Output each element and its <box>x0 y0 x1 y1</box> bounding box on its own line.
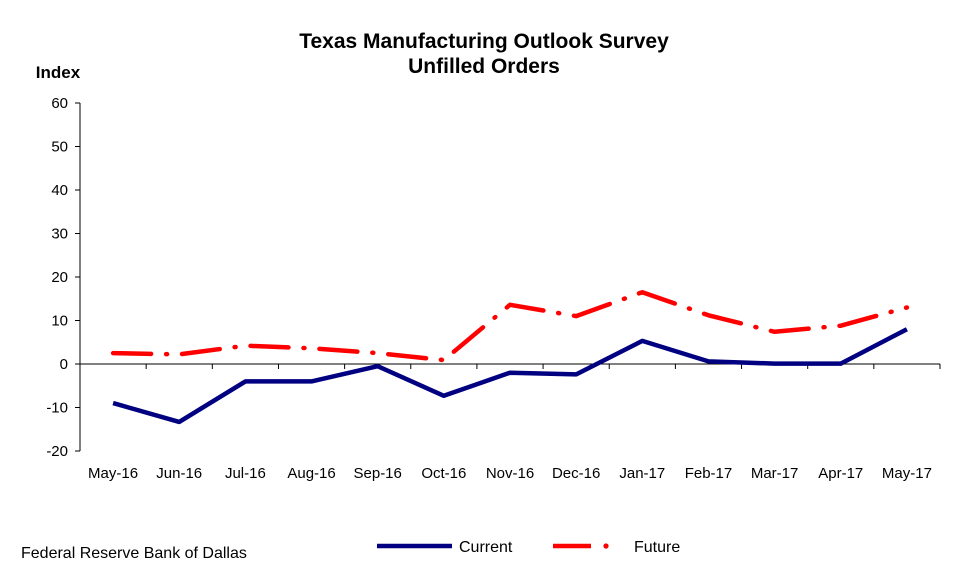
legend-swatch-future-dot <box>603 543 609 549</box>
x-tick-label: Sep-16 <box>354 465 402 482</box>
x-tick-label: Aug-16 <box>287 465 335 482</box>
x-tick-label: Oct-16 <box>421 465 466 482</box>
series-layer <box>110 289 910 425</box>
x-axis-ticks: May-16 Jun-16 Jul-16 Aug-16 Sep-16 Oct-16 Nov-… <box>79 364 941 482</box>
y-tick-label: 30 <box>51 226 68 243</box>
legend-swatch-future <box>553 543 609 549</box>
x-tick-label: Jun-16 <box>156 465 202 482</box>
x-tick-label: Dec-16 <box>552 465 600 482</box>
source-note: Federal Reserve Bank of Dallas <box>21 545 247 562</box>
x-tick-label: Nov-16 <box>486 465 534 482</box>
y-tick-label: 20 <box>51 269 68 286</box>
x-tick-label: May-16 <box>88 465 138 482</box>
x-tick-label: May-17 <box>882 465 932 482</box>
x-tick-label: Mar-17 <box>751 465 799 482</box>
y-axis-ticks: 60 50 40 30 20 10 0 -10 -20 <box>46 95 80 460</box>
y-tick-label: 0 <box>60 356 68 373</box>
x-tick-label: Jan-17 <box>619 465 665 482</box>
y-tick-label: -10 <box>46 400 68 417</box>
y-tick-label: 60 <box>51 95 68 112</box>
x-tick-label: Jul-16 <box>225 465 266 482</box>
x-tick-label: Apr-17 <box>818 465 863 482</box>
legend-label-future: Future <box>634 539 680 556</box>
y-tick-label: 50 <box>51 139 68 156</box>
y-axis-label: Index <box>36 63 81 82</box>
series-line-current <box>112 327 908 425</box>
series-line-future <box>110 289 910 363</box>
chart-title: Texas Manufacturing Outlook Survey <box>299 30 669 53</box>
chart-subtitle: Unfilled Orders <box>408 55 560 78</box>
legend-label-current: Current <box>459 539 513 556</box>
y-tick-label: 10 <box>51 313 68 330</box>
axes <box>79 103 940 451</box>
legend: Current Future <box>377 539 680 556</box>
y-tick-label: -20 <box>46 443 68 460</box>
x-tick-label: Feb-17 <box>685 465 733 482</box>
y-tick-label: 40 <box>51 182 68 199</box>
